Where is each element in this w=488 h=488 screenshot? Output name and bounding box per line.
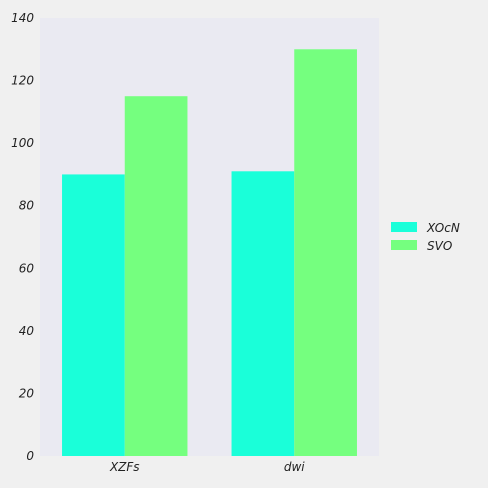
legend: XOcN SVO bbox=[391, 221, 460, 253]
bars bbox=[62, 49, 357, 457]
y-tick-label: 80 bbox=[19, 199, 35, 213]
y-tick-label: 100 bbox=[11, 136, 34, 150]
legend-swatch bbox=[391, 222, 417, 232]
legend-label: XOcN bbox=[426, 221, 460, 235]
x-tick-label: dwi bbox=[284, 460, 305, 474]
x-axis-ticks: XZFs dwi bbox=[109, 460, 305, 474]
bar-svo-dwi bbox=[294, 49, 357, 457]
y-axis-ticks: 0 20 40 60 80 100 120 140 bbox=[11, 11, 34, 463]
y-tick-label: 0 bbox=[26, 449, 34, 463]
y-tick-label: 20 bbox=[19, 386, 35, 400]
legend-label: SVO bbox=[427, 239, 452, 253]
bar-xocn-dwi bbox=[231, 171, 295, 457]
x-tick-label: XZFs bbox=[109, 460, 140, 474]
bar-svo-xzfs bbox=[124, 96, 188, 456]
y-tick-label: 40 bbox=[19, 324, 35, 338]
y-tick-label: 140 bbox=[11, 11, 34, 25]
y-tick-label: 60 bbox=[19, 261, 35, 275]
y-tick-label: 120 bbox=[11, 74, 34, 88]
bar-xocn-xzfs bbox=[62, 174, 125, 456]
legend-swatch bbox=[391, 240, 417, 250]
